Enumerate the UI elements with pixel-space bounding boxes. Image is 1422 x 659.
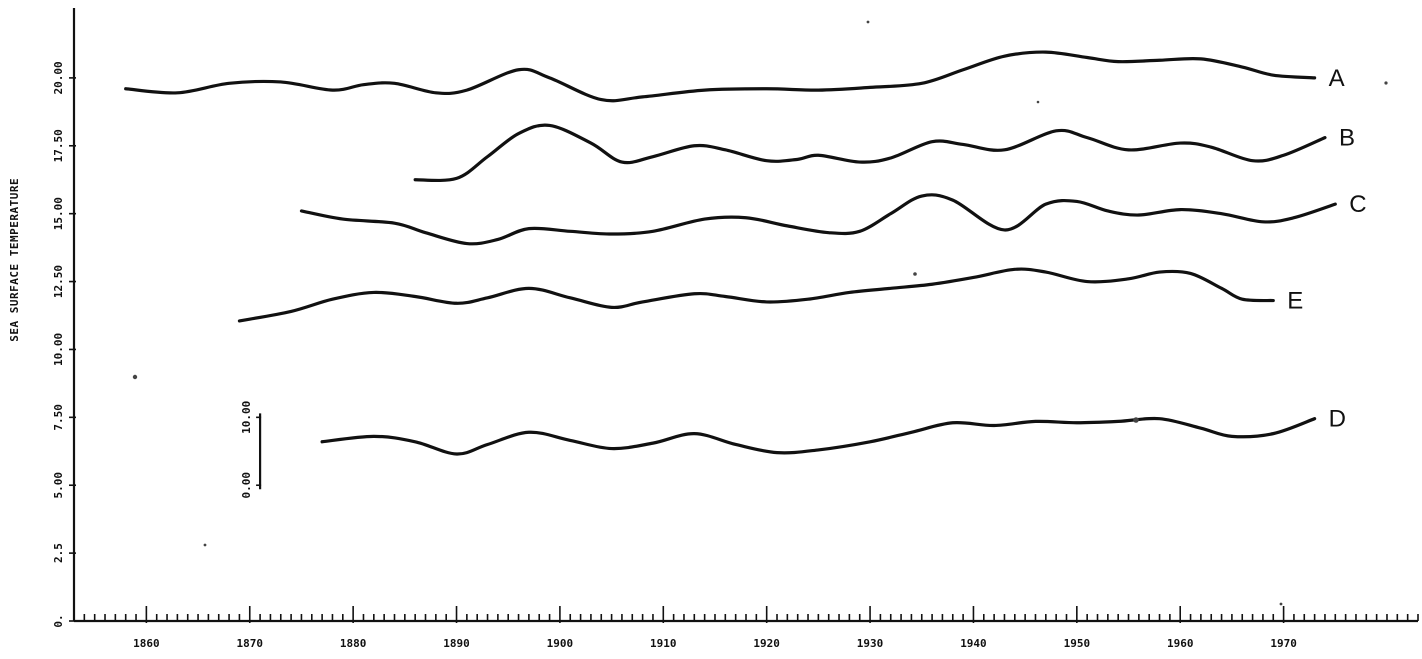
series-label-c: C <box>1349 191 1366 218</box>
x-tick-label: 1910 <box>650 637 677 650</box>
series-label-d: D <box>1329 406 1346 433</box>
y-axis-label: SEA SURFACE TEMPERATURE <box>8 178 21 342</box>
scan-speck <box>1036 100 1040 104</box>
y-tick-label: 10.00 <box>52 333 65 366</box>
x-tick-label: 1920 <box>753 637 780 650</box>
scan-speck <box>132 374 138 380</box>
scale-bar-label: 0.00 <box>240 472 253 499</box>
y-tick-label: 2.5 <box>52 543 65 563</box>
x-tick-label: 1960 <box>1167 637 1194 650</box>
series-line-d <box>320 416 1317 456</box>
series-group: A B C E D <box>124 50 1367 456</box>
x-minor-ticks <box>73 614 1419 621</box>
y-tick-label: 5.00 <box>52 472 65 499</box>
x-tick-label: 1880 <box>340 637 367 650</box>
y-tick-label: 17.50 <box>52 129 65 162</box>
series-line-c <box>299 193 1337 246</box>
y-tick-label: 15.00 <box>52 197 65 230</box>
x-tick-label: 1970 <box>1270 637 1297 650</box>
series-label-b: B <box>1339 125 1355 152</box>
x-tick-label: 1900 <box>547 637 574 650</box>
x-tick-label: 1940 <box>960 637 987 650</box>
x-tick-label: 1890 <box>443 637 470 650</box>
x-tick-label: 1870 <box>237 637 264 650</box>
scan-speck <box>913 272 917 276</box>
series-line-e <box>237 267 1275 323</box>
scan-speck <box>866 20 870 24</box>
scan-speck <box>203 543 207 547</box>
y-ticks: 0. 2.5 5.00 7.50 10.00 12.50 15.00 17.50 20.00 <box>52 61 76 628</box>
scale-bar: 0.00 10.00 <box>240 401 262 499</box>
y-tick-label: 0. <box>52 614 65 627</box>
x-tick-label: 1950 <box>1064 637 1091 650</box>
scan-speck <box>1384 81 1388 85</box>
y-tick-label: 7.50 <box>52 404 65 431</box>
x-ticks: 1860 1870 1880 1890 1900 1910 1920 1930 1940 1950… <box>133 606 1297 650</box>
series-line-b <box>413 123 1327 183</box>
x-tick-label: 1860 <box>133 637 160 650</box>
y-tick-label: 12.50 <box>52 265 65 298</box>
x-tick-label: 1930 <box>857 637 884 650</box>
series-line-a <box>124 50 1317 103</box>
scale-bar-label: 10.00 <box>240 401 253 434</box>
scan-specks <box>132 20 1388 606</box>
scan-speck <box>1133 417 1139 423</box>
series-label-a: A <box>1329 65 1345 92</box>
scan-speck <box>1279 602 1283 606</box>
y-tick-label: 20.00 <box>52 61 65 94</box>
series-label-e: E <box>1287 288 1303 315</box>
